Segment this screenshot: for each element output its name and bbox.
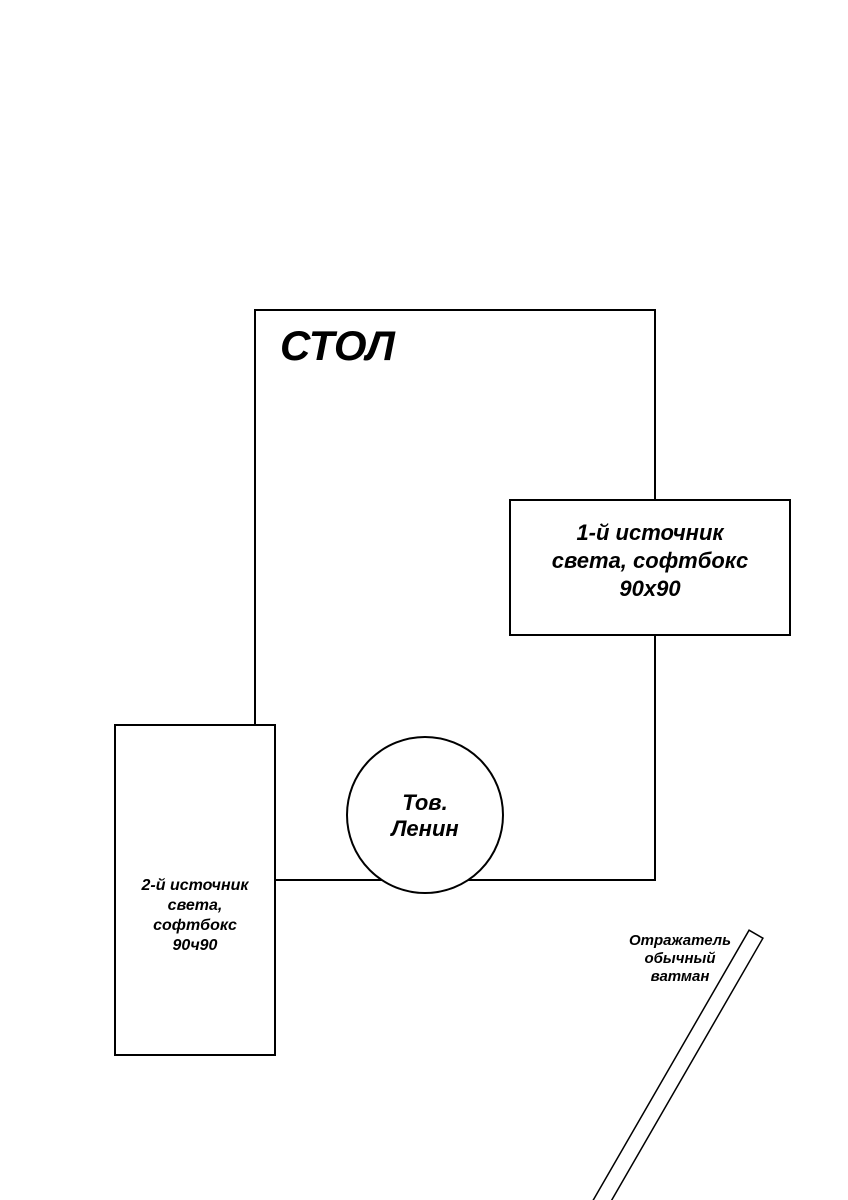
reflector-label: обычный bbox=[644, 950, 715, 967]
reflector-label: ватман bbox=[651, 968, 710, 985]
reflector-label: Отражатель bbox=[629, 932, 731, 949]
light-source-2-label: 2-й источник bbox=[141, 877, 250, 894]
table-label: СТОЛ bbox=[280, 322, 396, 369]
light-source-1-label: 1-й источник bbox=[576, 520, 725, 545]
subject-circle bbox=[347, 737, 503, 893]
light-source-2-label: софтбокс bbox=[153, 917, 237, 934]
light-source-1-label: света, софтбокс bbox=[552, 548, 748, 573]
light-source-2-label: света, bbox=[168, 897, 223, 914]
light-source-2-label: 90ч90 bbox=[173, 937, 218, 954]
subject-label: Тов. bbox=[402, 790, 447, 815]
subject-label: Ленин bbox=[389, 816, 458, 841]
light-source-1-label: 90х90 bbox=[619, 576, 681, 601]
